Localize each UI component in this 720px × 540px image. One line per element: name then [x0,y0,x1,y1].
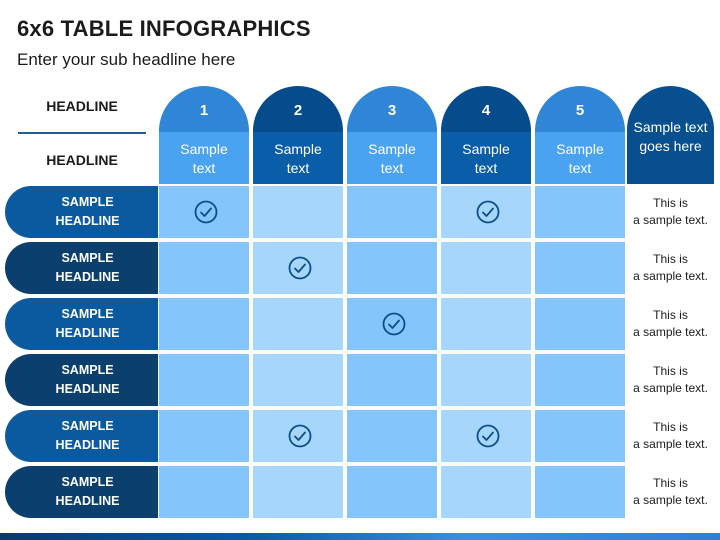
column-header-number: 2 [253,86,343,132]
table-cell [253,466,343,518]
column-header-sub-label: Sample text [535,132,625,184]
column-header-sub-label: Sample text [347,132,437,184]
column-header-number: 4 [441,86,531,132]
page-title: 6x6 TABLE INFOGRAPHICS [17,16,311,41]
row-note: This is a sample text. [627,298,714,350]
row-head-top-label: HEADLINE [46,98,118,114]
table-cell [441,298,531,350]
check-circle-icon [288,424,312,448]
table-cell [441,466,531,518]
table-cell [253,298,343,350]
table-cell [253,186,343,238]
table-cell [535,242,625,294]
table-cell [535,298,625,350]
last-column-header: Sample text goes here [627,86,714,184]
table-cell [535,466,625,518]
row-note: This is a sample text. [627,186,714,238]
row-headline: SAMPLE HEADLINE [5,410,158,462]
check-circle-icon [382,312,406,336]
table-cell [535,186,625,238]
row-head-bottom-label: HEADLINE [46,152,118,168]
row-head-divider [18,132,146,134]
table-cell [347,466,437,518]
table-cell [535,410,625,462]
table-cell [253,242,343,294]
table-cell [159,186,249,238]
column-header-sub-label: Sample text [441,132,531,184]
table-cell [441,186,531,238]
row-note: This is a sample text. [627,410,714,462]
table-cell [441,242,531,294]
check-circle-icon [288,256,312,280]
table-cell [347,410,437,462]
table-cell [159,410,249,462]
table-cell [347,354,437,406]
table-cell [441,354,531,406]
bottom-accent-bar [0,533,720,540]
table-cell [159,466,249,518]
table-cell [253,410,343,462]
table-cell [253,354,343,406]
table-cell [347,242,437,294]
row-headline: SAMPLE HEADLINE [5,242,158,294]
column-header-sub-label: Sample text [253,132,343,184]
check-circle-icon [476,200,500,224]
check-circle-icon [194,200,218,224]
row-headline: SAMPLE HEADLINE [5,466,158,518]
row-note: This is a sample text. [627,354,714,406]
table-cell [159,354,249,406]
table-cell [159,298,249,350]
table-cell [535,354,625,406]
page-subtitle: Enter your sub headline here [17,50,236,69]
row-headline: SAMPLE HEADLINE [5,298,158,350]
table-cell [347,186,437,238]
check-circle-icon [476,424,500,448]
row-note: This is a sample text. [627,466,714,518]
column-header-number: 3 [347,86,437,132]
table-cell [441,410,531,462]
column-header-sub-label: Sample text [159,132,249,184]
row-headline: SAMPLE HEADLINE [5,186,158,238]
row-note: This is a sample text. [627,242,714,294]
table-cell [347,298,437,350]
column-header-number: 1 [159,86,249,132]
column-header-number: 5 [535,86,625,132]
row-headline: SAMPLE HEADLINE [5,354,158,406]
table-cell [159,242,249,294]
